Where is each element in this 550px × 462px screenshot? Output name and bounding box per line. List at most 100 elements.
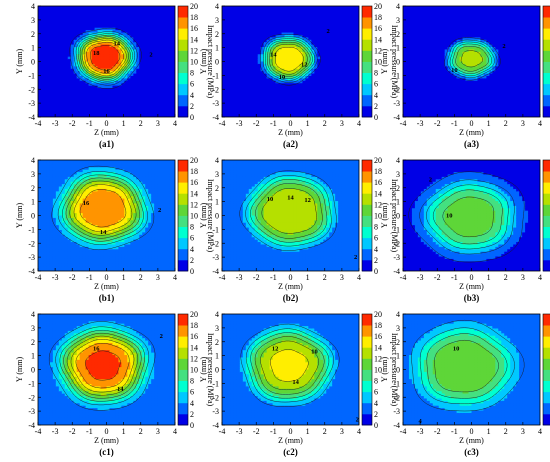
heatmap-cell [435, 34, 440, 38]
heatmap-cell [323, 107, 327, 111]
heatmap-cell [438, 20, 443, 24]
heatmap-cell [139, 22, 143, 26]
heatmap-cell [341, 8, 345, 12]
heatmap-cell [230, 15, 235, 19]
heatmap-cell [166, 92, 170, 96]
heatmap-cell [414, 92, 419, 96]
heatmap-cell [233, 39, 238, 43]
heatmap-cell [239, 71, 244, 75]
heatmap-cell [227, 92, 232, 96]
heatmap-cell [127, 90, 131, 94]
heatmap-cell [106, 20, 111, 24]
heatmap-cell [130, 109, 134, 113]
heatmap-cell [230, 54, 235, 58]
heatmap-cell [284, 30, 289, 34]
heatmap-cell [290, 102, 295, 106]
heatmap-cell [70, 51, 75, 55]
heatmap-cell [426, 13, 431, 17]
heatmap-cell [242, 34, 247, 38]
heatmap-cell [233, 73, 238, 77]
heatmap-cell [145, 61, 149, 65]
heatmap-cell [272, 18, 277, 22]
heatmap-cell [46, 47, 51, 51]
heatmap-cell [70, 34, 75, 38]
heatmap-cell [260, 97, 265, 101]
heatmap-cell [94, 102, 99, 106]
heatmap-cell [350, 34, 354, 38]
heatmap-cell [154, 63, 158, 67]
heatmap-cell [287, 51, 292, 55]
heatmap-cell [70, 37, 75, 41]
heatmap-cell [320, 18, 324, 22]
heatmap-cell [257, 59, 262, 63]
heatmap-cell [426, 27, 431, 31]
heatmap-cell [224, 73, 229, 77]
heatmap-cell [38, 68, 42, 72]
heatmap-cell [64, 51, 69, 55]
heatmap-cell [227, 66, 232, 70]
heatmap-cell [347, 56, 351, 60]
heatmap-cell [82, 71, 87, 75]
heatmap-cell [67, 54, 72, 58]
heatmap-cell [438, 109, 443, 113]
heatmap-cell [257, 73, 262, 77]
heatmap-cell [58, 114, 63, 117]
heatmap-cell [55, 95, 60, 99]
heatmap-cell [61, 30, 66, 34]
heatmap-cell [103, 112, 108, 116]
heatmap-cell [305, 102, 309, 106]
heatmap-cell [320, 49, 324, 53]
heatmap-cell [269, 42, 274, 46]
heatmap-cell [163, 59, 167, 63]
heatmap-cell [254, 71, 259, 75]
heatmap-cell [338, 42, 342, 46]
heatmap-cell [311, 8, 315, 12]
heatmap-cell [106, 54, 111, 58]
heatmap-cell [139, 10, 143, 14]
heatmap-cell [166, 102, 170, 106]
colorbar-swatch [362, 83, 372, 96]
heatmap-cell [323, 112, 327, 116]
heatmap-cell [323, 80, 327, 84]
heatmap-cell [302, 112, 306, 116]
heatmap-cell [287, 114, 292, 117]
heatmap-cell [222, 114, 226, 117]
heatmap-cell [222, 83, 226, 87]
heatmap-cell [356, 22, 359, 26]
heatmap-cell [227, 59, 232, 63]
heatmap-cell [121, 85, 125, 89]
heatmap-cell [254, 51, 259, 55]
heatmap-cell [222, 37, 226, 41]
heatmap-cell [139, 27, 143, 31]
heatmap-cell [414, 37, 419, 41]
heatmap-cell [302, 32, 306, 36]
heatmap-cell [222, 92, 226, 96]
heatmap-cell [344, 100, 348, 104]
heatmap-cell [76, 104, 81, 108]
heatmap-cell [245, 92, 250, 96]
heatmap-cell [317, 20, 321, 24]
heatmap-cell [115, 102, 120, 106]
heatmap-cell [242, 73, 247, 77]
heatmap-cell [338, 104, 342, 108]
heatmap-cell [239, 95, 244, 99]
heatmap-cell [91, 8, 96, 12]
heatmap-cell [305, 100, 309, 104]
heatmap-cell [411, 10, 416, 14]
heatmap-cell [332, 88, 336, 92]
heatmap-cell [224, 114, 229, 117]
heatmap-cell [148, 56, 152, 60]
heatmap-cell [438, 13, 443, 17]
heatmap-cell [426, 80, 431, 84]
heatmap-cell [296, 109, 301, 113]
heatmap-cell [245, 107, 250, 111]
heatmap-cell [109, 112, 114, 116]
heatmap-cell [106, 59, 111, 63]
heatmap-cell [299, 32, 304, 36]
heatmap-cell [163, 85, 167, 89]
heatmap-cell [414, 100, 419, 104]
colorbar-swatch [178, 61, 188, 73]
heatmap-cell [332, 90, 336, 94]
heatmap-cell [248, 10, 253, 14]
heatmap-cell [408, 109, 413, 113]
